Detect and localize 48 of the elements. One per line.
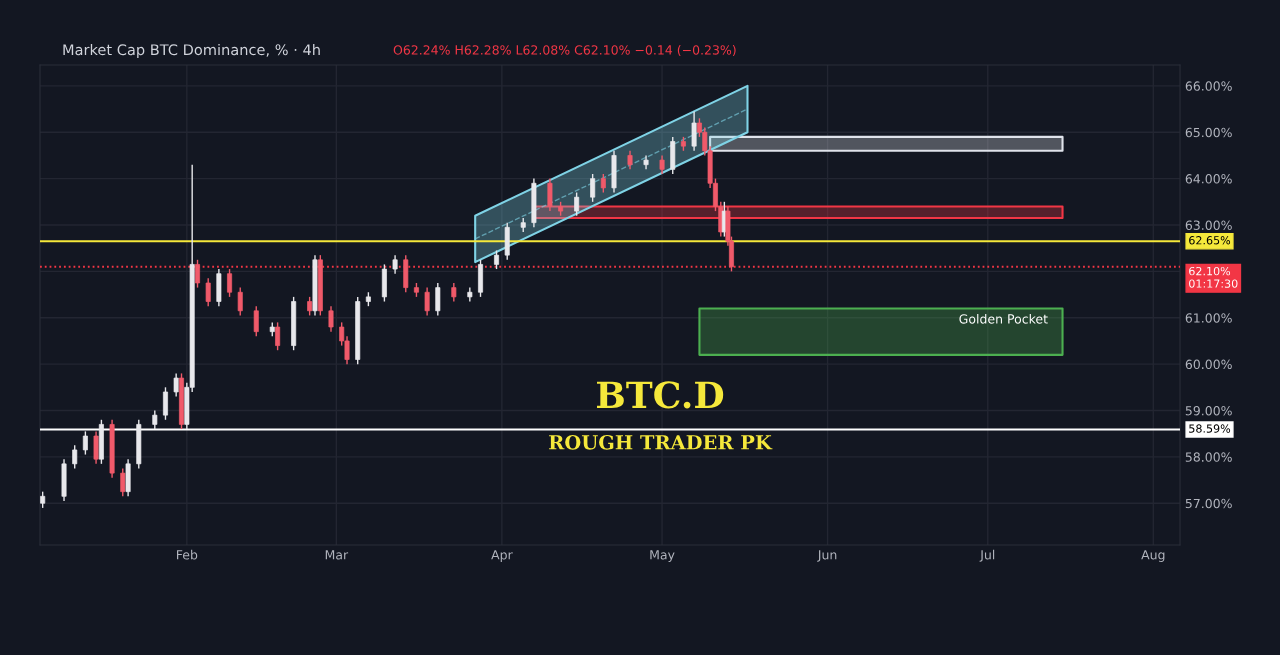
candlestick [328,305,334,333]
x-tick-label: Apr [491,550,513,562]
candlestick [574,191,580,217]
candlestick [600,173,606,194]
candlestick [152,409,158,430]
candlestick [659,154,665,175]
candlestick [227,268,233,298]
chart-title: Market Cap BTC Dominance, % · 4h [63,43,320,59]
x-tick-label: May [650,550,675,562]
y-tick-label: 60.00% [1185,359,1232,370]
candlestick [173,372,179,398]
y-tick-label: 63.00% [1185,220,1232,230]
y-tick-label: 64.00% [1185,174,1232,184]
ref-line-label: 62.10% 01:17:30 [1189,266,1238,288]
candlestick [237,286,243,317]
candlestick [451,282,457,303]
candlestick [435,282,441,317]
candlestick [494,249,500,270]
annotation: ROUGH TRADER PK [549,434,773,450]
candlestick [590,173,596,203]
ref-line-label: 62.65% [1189,236,1231,245]
x-tick-label: Aug [1141,550,1165,562]
y-tick-label: 66.00% [1185,81,1232,91]
annotation: Golden Pocket [959,313,1048,324]
annotation: BTC.D [597,381,724,409]
candlestick [195,259,200,289]
candlestick [627,150,633,171]
candlestick [162,386,168,421]
candlestick [82,430,88,456]
candlestick [93,430,99,465]
x-tick-label: Jun [817,550,837,562]
x-tick-label: Jul [979,549,995,562]
candlestick [275,321,281,351]
text: O62.24% H62.28% L62.08% C62.10% −0.14 (−0.23%) [393,44,736,57]
x-tick-label: Mar [325,550,349,560]
candlestick [691,110,697,152]
y-tick-label: 57.00% [1185,498,1232,509]
candlestick [120,467,126,497]
candlestick [547,177,553,212]
candlestick [205,277,211,307]
x-tick-label: Feb [177,549,198,560]
ref-line-label: 58.59% [1189,424,1231,433]
y-tick-label: 58.00% [1185,452,1232,462]
y-tick-label: 61.00% [1185,313,1232,323]
candlestick [253,305,259,337]
candlestick [72,444,78,470]
y-tick-label: 59.00% [1185,405,1232,416]
y-tick-label: 65.00% [1185,127,1232,138]
